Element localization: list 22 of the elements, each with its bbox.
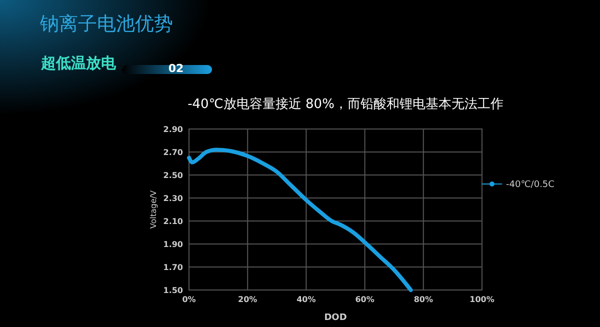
y-tick-label: 1.90	[163, 240, 184, 249]
y-tick-label: 2.70	[163, 148, 184, 157]
x-tick-label: 60%	[355, 295, 374, 304]
chart-title: -40℃放电容量接近 80%，而铅酸和锂电基本无法工作	[188, 96, 504, 112]
y-tick-label: 1.50	[163, 286, 184, 295]
text: 钠离子电池优势	[39, 13, 173, 35]
y-tick-label: 2.50	[163, 170, 184, 180]
y-axis-title: Voltage/V	[149, 190, 158, 229]
x-tick-label: 20%	[238, 295, 258, 304]
y-tick-label: 1.70	[163, 262, 184, 272]
y-tick-label: 2.90	[163, 124, 184, 134]
line-series	[187, 148, 413, 292]
legend-label: -40℃/0.5C	[506, 180, 554, 190]
text: 02	[168, 62, 184, 75]
x-tick-label: 0%	[182, 295, 196, 304]
x-tick-label: 80%	[414, 295, 433, 304]
y-tick-label: 2.10	[163, 216, 184, 226]
x-axis-title: DOD	[324, 313, 347, 323]
y-tick-label: 2.30	[163, 194, 184, 203]
x-tick-label: 40%	[296, 295, 316, 304]
text: 超低温放电	[40, 54, 117, 72]
x-tick-label: 100%	[470, 295, 494, 304]
